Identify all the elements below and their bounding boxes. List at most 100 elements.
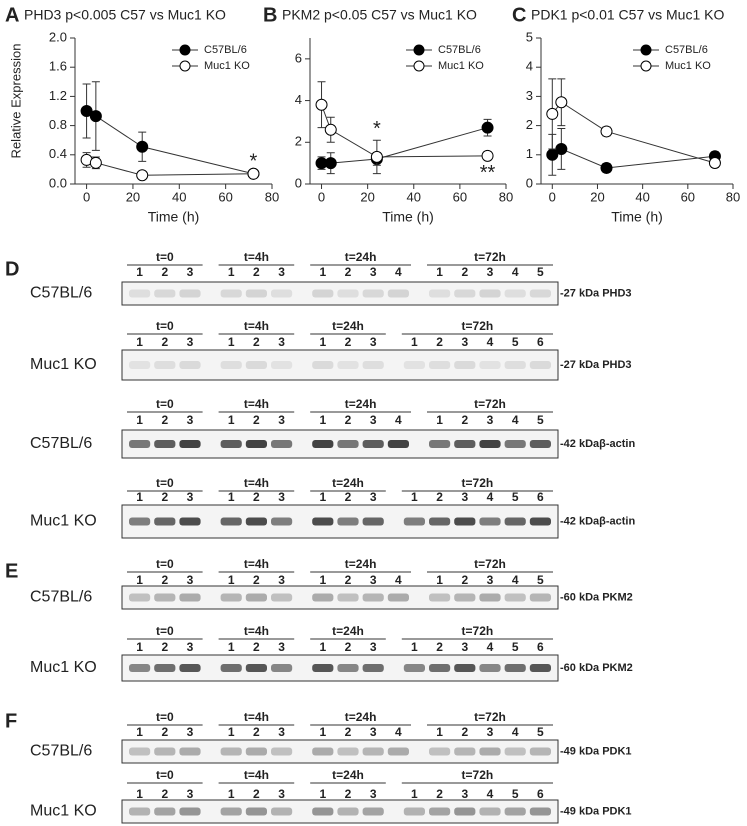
band bbox=[179, 664, 201, 672]
blot-box bbox=[121, 349, 559, 381]
x-tick-label: 80 bbox=[499, 189, 513, 204]
legend-marker bbox=[413, 44, 425, 56]
x-tick-label: 20 bbox=[360, 189, 374, 204]
blot-box bbox=[121, 739, 559, 764]
band bbox=[504, 807, 526, 816]
lane-number: 2 bbox=[461, 265, 468, 279]
legend-label: C57BL/6 bbox=[665, 44, 708, 56]
band bbox=[429, 664, 451, 672]
band bbox=[129, 664, 151, 672]
x-tick-label: 40 bbox=[635, 189, 649, 204]
row-label: C57BL/6 bbox=[30, 743, 92, 760]
lane-number: 1 bbox=[136, 640, 143, 654]
x-tick-label: 40 bbox=[172, 189, 186, 204]
band bbox=[362, 747, 384, 756]
band bbox=[129, 440, 151, 448]
lane-number: 6 bbox=[537, 490, 544, 504]
band bbox=[220, 517, 242, 526]
lane-number: 1 bbox=[228, 640, 235, 654]
band bbox=[529, 517, 551, 526]
band bbox=[529, 289, 551, 298]
band bbox=[429, 289, 451, 298]
band bbox=[362, 517, 384, 526]
lane-number: 3 bbox=[278, 490, 285, 504]
band bbox=[245, 440, 267, 448]
annotation: * bbox=[250, 150, 258, 172]
band bbox=[271, 440, 293, 448]
group-label: t=0 bbox=[156, 557, 174, 571]
band bbox=[454, 517, 476, 526]
band bbox=[154, 517, 176, 526]
group-label: t=0 bbox=[156, 624, 174, 638]
row-label: C57BL/6 bbox=[30, 285, 92, 302]
lane-number: 4 bbox=[395, 725, 402, 739]
group-label: t=24h bbox=[345, 557, 377, 571]
band-label: -49 kDa PDK1 bbox=[560, 745, 632, 757]
lane-number: 2 bbox=[161, 265, 168, 279]
band bbox=[479, 289, 501, 298]
x-tick-label: 80 bbox=[726, 189, 740, 204]
lane-number: 1 bbox=[436, 725, 443, 739]
band bbox=[154, 289, 176, 298]
lane-number: 1 bbox=[136, 725, 143, 739]
lane-number: 5 bbox=[512, 490, 519, 504]
band bbox=[429, 807, 451, 816]
lane-number: 5 bbox=[537, 725, 544, 739]
band bbox=[220, 361, 242, 369]
lane-number: 1 bbox=[411, 490, 418, 504]
legend-marker bbox=[179, 44, 191, 56]
lane-number: 3 bbox=[278, 725, 285, 739]
band bbox=[429, 747, 451, 756]
band bbox=[179, 440, 201, 448]
row-label: Muc1 KO bbox=[30, 659, 97, 676]
group-label: t=0 bbox=[156, 710, 174, 724]
band bbox=[245, 747, 267, 756]
marker bbox=[555, 142, 568, 155]
band bbox=[154, 664, 176, 672]
lane-number: 2 bbox=[345, 413, 352, 427]
band bbox=[429, 440, 451, 448]
group-label: t=24h bbox=[332, 768, 364, 782]
annotation: * bbox=[373, 118, 381, 140]
lane-number: 3 bbox=[187, 640, 194, 654]
lane-number: 3 bbox=[187, 490, 194, 504]
band bbox=[403, 517, 425, 526]
x-axis-label: Time (h) bbox=[148, 209, 200, 225]
lane-number: 3 bbox=[487, 725, 494, 739]
band-label: -60 kDa PKM2 bbox=[560, 591, 633, 603]
lane-number: 2 bbox=[436, 787, 443, 801]
lane-number: 3 bbox=[187, 573, 194, 587]
group-label: t=24h bbox=[345, 250, 377, 264]
band bbox=[454, 361, 476, 369]
marker bbox=[600, 161, 613, 174]
x-tick-label: 60 bbox=[453, 189, 467, 204]
lane-number: 3 bbox=[461, 335, 468, 349]
band bbox=[362, 664, 384, 672]
marker bbox=[481, 121, 494, 134]
band bbox=[312, 440, 334, 448]
legend-label: C57BL/6 bbox=[204, 44, 247, 56]
series-line bbox=[321, 104, 488, 158]
lane-number: 4 bbox=[512, 413, 519, 427]
band bbox=[154, 747, 176, 756]
lane-number: 3 bbox=[370, 640, 377, 654]
group-label: t=4h bbox=[244, 319, 269, 333]
x-tick-label: 60 bbox=[218, 189, 232, 204]
band bbox=[312, 593, 334, 602]
lane-number: 1 bbox=[136, 787, 143, 801]
band bbox=[504, 517, 526, 526]
lane-number: 2 bbox=[461, 573, 468, 587]
lane-number: 1 bbox=[228, 787, 235, 801]
lane-number: 3 bbox=[370, 265, 377, 279]
lane-number: 2 bbox=[253, 787, 260, 801]
band bbox=[337, 593, 359, 602]
band bbox=[479, 664, 501, 672]
band bbox=[154, 807, 176, 816]
lane-number: 2 bbox=[253, 265, 260, 279]
band bbox=[504, 440, 526, 448]
band bbox=[271, 361, 293, 369]
band bbox=[271, 517, 293, 526]
lane-number: 2 bbox=[345, 335, 352, 349]
marker bbox=[136, 169, 149, 182]
band bbox=[220, 440, 242, 448]
